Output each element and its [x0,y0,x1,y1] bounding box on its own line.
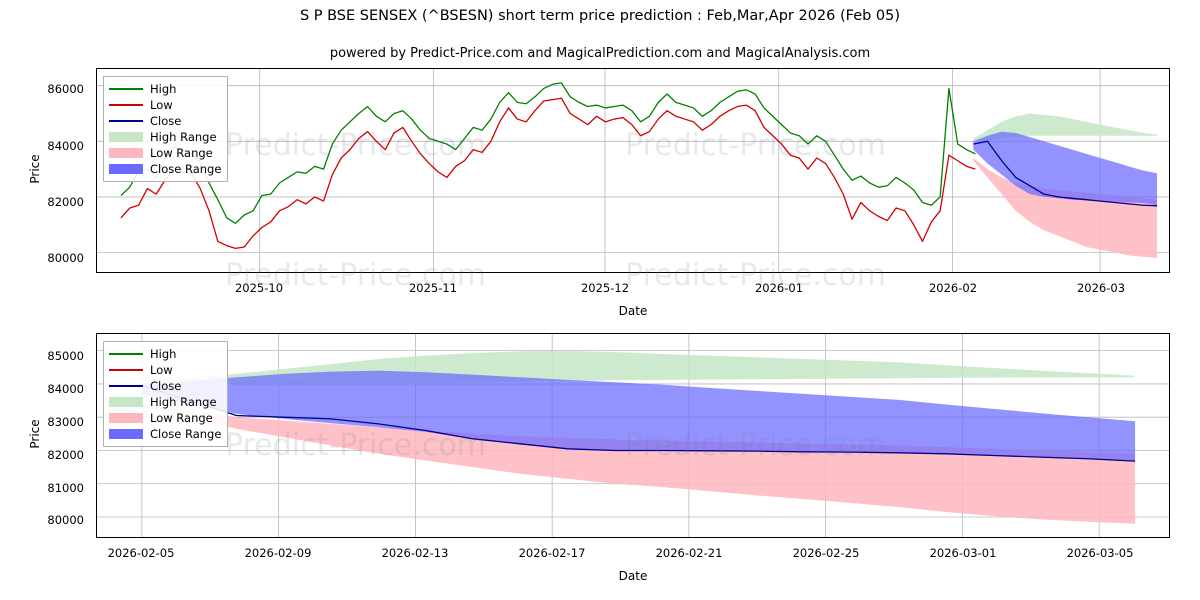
legend-swatch-high-icon [109,83,143,95]
chart-page: S P BSE SENSEX (^BSESN) short term price… [0,0,1200,600]
x-tick-top-3: 2026-01 [724,281,834,295]
legend-swatch-low-icon [109,99,143,111]
x-tick-top-0: 2025-10 [204,281,314,295]
legend-label-close-2: Close [150,379,181,393]
x-axis-label-top: Date [96,304,1170,318]
legend-label-high-range: High Range [150,130,217,144]
legend-label-low-range-2: Low Range [150,411,213,425]
legend-swatch-low-range-icon [109,147,143,159]
forecast-detail-plot [97,334,1169,537]
legend-top: High Low Close High Range Low Range Clos… [103,76,228,182]
legend-swatch-low-icon-2 [109,364,143,376]
y-tick-bottom-2: 82000 [0,448,84,462]
page-subtitle: powered by Predict-Price.com and Magical… [0,46,1200,61]
y-tick-bottom-1: 81000 [0,481,84,495]
x-tick-bottom-2: 2026-02-13 [360,546,470,560]
legend-label-high: High [150,82,176,96]
x-tick-bottom-3: 2026-02-17 [497,546,607,560]
y-tick-top-2: 84000 [0,139,84,153]
legend-item-close[interactable]: Close [109,113,221,129]
legend-item-close-range[interactable]: Close Range [109,161,221,177]
legend-swatch-high-icon-2 [109,348,143,360]
y-tick-bottom-4: 84000 [0,382,84,396]
legend-item-high-2[interactable]: High [109,346,221,362]
y-tick-top-0: 80000 [0,251,84,265]
y-tick-top-3: 86000 [0,82,84,96]
legend-label-close: Close [150,114,181,128]
legend-item-low-2[interactable]: Low [109,362,221,378]
legend-swatch-close-icon [109,115,143,127]
x-tick-bottom-4: 2026-02-21 [634,546,744,560]
legend-label-low: Low [150,98,173,112]
forecast-detail-chart [96,333,1170,538]
x-tick-top-2: 2025-12 [550,281,660,295]
x-tick-top-1: 2025-11 [378,281,488,295]
legend-swatch-close-icon-2 [109,380,143,392]
legend-item-close-2[interactable]: Close [109,378,221,394]
legend-item-low[interactable]: Low [109,97,221,113]
legend-item-high-range-2[interactable]: High Range [109,394,221,410]
x-tick-bottom-7: 2026-03-05 [1045,546,1155,560]
x-tick-top-4: 2026-02 [898,281,1008,295]
legend-item-high[interactable]: High [109,81,221,97]
legend-item-low-range-2[interactable]: Low Range [109,410,221,426]
x-tick-bottom-5: 2026-02-25 [771,546,881,560]
legend-item-low-range[interactable]: Low Range [109,145,221,161]
y-tick-bottom-5: 85000 [0,349,84,363]
x-tick-bottom-6: 2026-03-01 [908,546,1018,560]
legend-swatch-close-range-icon-2 [109,428,143,440]
legend-swatch-close-range-icon [109,163,143,175]
legend-item-close-range-2[interactable]: Close Range [109,426,221,442]
x-axis-label-bottom: Date [96,569,1170,583]
legend-swatch-high-range-icon-2 [109,396,143,408]
legend-label-close-range-2: Close Range [150,427,221,441]
legend-label-low-range: Low Range [150,146,213,160]
y-tick-bottom-0: 80000 [0,513,84,527]
price-history-chart [96,68,1170,273]
y-tick-top-1: 82000 [0,195,84,209]
legend-swatch-high-range-icon [109,131,143,143]
y-axis-label-bottom: Price [28,394,42,474]
legend-item-high-range[interactable]: High Range [109,129,221,145]
x-tick-bottom-1: 2026-02-09 [223,546,333,560]
legend-label-high-range-2: High Range [150,395,217,409]
legend-label-low-2: Low [150,363,173,377]
legend-bottom: High Low Close High Range Low Range Clos… [103,341,228,447]
x-tick-top-5: 2026-03 [1046,281,1156,295]
legend-swatch-low-range-icon-2 [109,412,143,424]
legend-label-high-2: High [150,347,176,361]
y-tick-bottom-3: 83000 [0,415,84,429]
legend-label-close-range: Close Range [150,162,221,176]
x-tick-bottom-0: 2026-02-05 [86,546,196,560]
price-history-plot [97,69,1169,272]
page-title: S P BSE SENSEX (^BSESN) short term price… [0,8,1200,24]
